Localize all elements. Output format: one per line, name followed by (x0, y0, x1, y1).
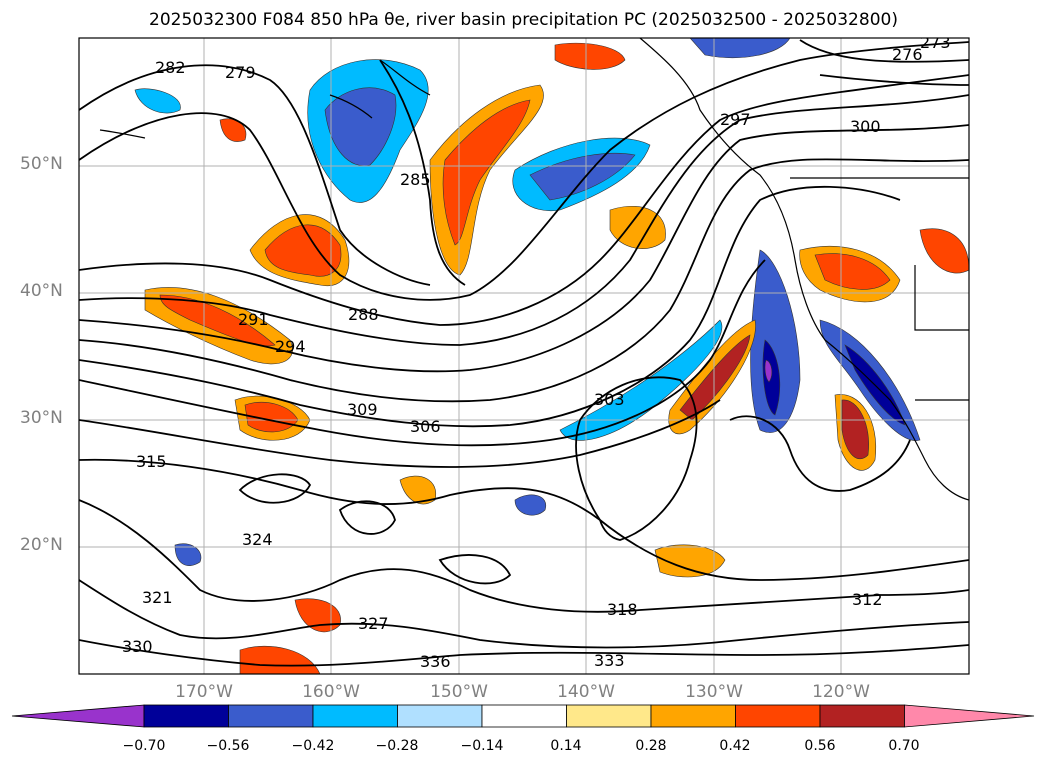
colorbar-tick: 0.56 (804, 738, 836, 754)
purple-spot (764, 359, 773, 383)
contour-label-333: 333 (594, 651, 625, 670)
red-region-central (442, 99, 531, 246)
colorbar-tick: 0.14 (550, 738, 582, 754)
map-title: 2025032300 F084 850 hPa θe, river basin … (149, 10, 898, 30)
contour-label-288: 288 (348, 305, 379, 324)
graticule (79, 38, 969, 674)
lon-label-140w: 140°W (557, 682, 615, 702)
blue-region-hawaii (174, 543, 202, 566)
colorbar-bin (228, 704, 314, 728)
contour-label-327: 327 (358, 614, 389, 633)
map-area: 282 279 285 288 291 294 297 300 303 306 … (79, 33, 969, 674)
colorbar-tick: 0.70 (888, 738, 920, 754)
colorbar-bin (481, 704, 567, 728)
colorbar-bin (143, 704, 229, 728)
colorbar-tick: −0.28 (375, 738, 419, 754)
contour-label-336: 336 (420, 652, 451, 671)
lat-label-30n: 30°N (20, 408, 63, 428)
colorbar-tick: −0.14 (460, 738, 504, 754)
contour-labels: 282 279 285 288 291 294 297 300 303 306 … (122, 33, 951, 671)
blue-region-small-2 (134, 88, 181, 114)
red-region-baja (841, 399, 869, 460)
contour-label-309: 309 (347, 400, 378, 419)
colorbar-bin (397, 704, 483, 728)
lon-label-120w: 120°W (812, 682, 870, 702)
colorbar-bin (566, 704, 652, 728)
contour-label-294: 294 (275, 337, 306, 356)
colorbar-bin (735, 704, 821, 728)
lon-label-150w: 150°W (430, 682, 488, 702)
orange-region-sw (399, 475, 437, 505)
contour-label-318: 318 (607, 600, 638, 619)
contour-label-321: 321 (142, 588, 173, 607)
contour-label-330: 330 (122, 637, 153, 656)
theta-e-contours (79, 39, 969, 667)
contour-label-291: 291 (238, 310, 269, 329)
lat-label-40n: 40°N (20, 281, 63, 301)
lon-label-170w: 170°W (175, 682, 233, 702)
contour-label-279: 279 (225, 63, 256, 82)
contour-label-282: 282 (155, 58, 186, 77)
coastline (99, 38, 969, 501)
colorbar (11, 704, 1035, 728)
red-region-inland (814, 253, 891, 290)
orange-region-topnw (554, 42, 626, 70)
red-region-west (264, 224, 342, 277)
colorbar-bin (819, 704, 905, 728)
colorbar-bin (650, 704, 736, 728)
contour-label-273: 273 (920, 33, 951, 52)
red-region-east (919, 228, 969, 274)
blue-region-small-1 (514, 494, 547, 516)
orange-region-southeast (654, 544, 726, 578)
blue-region-top (689, 38, 791, 58)
colorbar-tick: −0.42 (291, 738, 335, 754)
contour-label-303: 303 (594, 390, 625, 409)
colorbar-extend-high (904, 704, 1035, 728)
blue-region-gulf-alaska-core (324, 87, 397, 167)
contour-label-285: 285 (400, 170, 431, 189)
contour-label-315: 315 (136, 452, 167, 471)
colorbar-extend-low (11, 704, 145, 728)
lon-label-130w: 130°W (685, 682, 743, 702)
lon-label-160w: 160°W (302, 682, 360, 702)
orange-region-pnw (609, 206, 666, 249)
contour-label-324: 324 (242, 530, 273, 549)
colorbar-tick: 0.42 (719, 738, 751, 754)
lat-label-20n: 20°N (20, 535, 63, 555)
contour-label-312: 312 (852, 590, 883, 609)
colorbar-tick: −0.70 (122, 738, 166, 754)
lat-label-50n: 50°N (20, 154, 63, 174)
colorbar-tick: −0.56 (206, 738, 250, 754)
map-frame (78, 37, 970, 675)
contour-label-276: 276 (892, 45, 923, 64)
contour-label-300: 300 (850, 117, 881, 136)
colorbar-tick: 0.28 (635, 738, 667, 754)
blue-region-band-30n (559, 319, 723, 441)
colorbar-bin (312, 704, 398, 728)
contour-label-297: 297 (720, 110, 751, 129)
contour-label-306: 306 (410, 417, 441, 436)
red-region-offshore (679, 334, 751, 421)
